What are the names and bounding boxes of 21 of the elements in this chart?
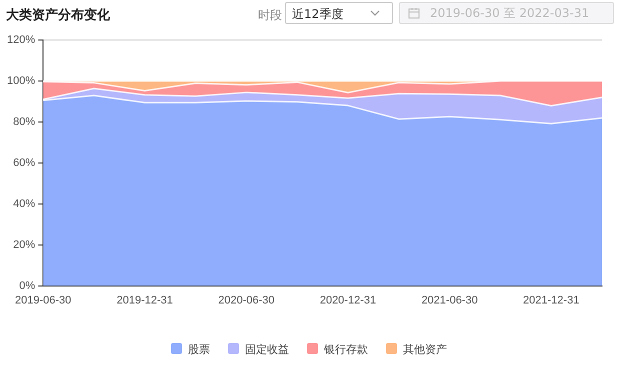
x-tick-label: 2021-06-30 [421, 294, 478, 306]
x-tick-label: 2020-12-31 [320, 294, 376, 306]
text: 近12季度 [292, 7, 344, 21]
y-tick-label: 40% [13, 198, 36, 210]
x-tick-label: 2019-06-30 [14, 294, 72, 306]
legend-label: 股票 [187, 342, 210, 357]
x-tick-label: 2021-12-31 [523, 294, 580, 306]
y-tick-label: 0% [19, 280, 36, 292]
legend-label: 其他资产 [402, 342, 447, 357]
legend-label: 固定收益 [244, 342, 289, 357]
x-tick-label: 2019-12-31 [116, 294, 173, 306]
y-tick-label: 60% [13, 156, 36, 169]
x-tick-label: 2020-06-30 [218, 294, 274, 306]
text: 2019-06-30 至 2022-03-31 [430, 6, 590, 20]
y-tick-label: 20% [13, 238, 36, 251]
text: 时段 [258, 7, 282, 24]
y-tick-label: 80% [13, 116, 36, 128]
y-tick-label: 100% [6, 75, 36, 87]
legend-label: 银行存款 [323, 342, 368, 357]
y-tick-label: 120% [6, 34, 36, 46]
chart-title: 大类资产分布变化 [6, 6, 110, 24]
